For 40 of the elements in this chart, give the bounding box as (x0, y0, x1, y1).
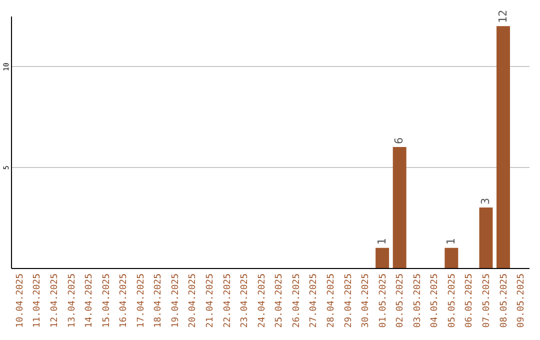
x-tick-label: 16.04.2025 (119, 274, 130, 328)
x-tick-label: 21.04.2025 (206, 274, 216, 328)
x-tick-label: 29.04.2025 (344, 274, 354, 328)
x-tick-label: 24.04.2025 (257, 274, 268, 328)
x-tick-label: 10.04.2025 (15, 274, 26, 328)
bar (392, 147, 406, 268)
x-tick-label: 30.04.2025 (361, 274, 372, 328)
x-tick-label: 01.05.2025 (378, 274, 388, 328)
x-tick-label: 07.05.2025 (482, 274, 492, 328)
x-tick-label: 03.05.2025 (412, 274, 423, 328)
x-tick-label: 04.05.2025 (430, 274, 440, 328)
data-label: 6 (392, 137, 406, 144)
bar (479, 208, 493, 268)
x-tick-label: 26.04.2025 (292, 274, 302, 328)
x-tick-label: 19.04.2025 (170, 274, 181, 328)
x-tick-label: 17.04.2025 (136, 274, 146, 328)
x-tick-label: 28.04.2025 (326, 274, 336, 328)
x-tick-label: 08.05.2025 (499, 274, 510, 328)
x-tick-label: 25.04.2025 (274, 274, 285, 328)
x-tick-label: 02.05.2025 (396, 274, 406, 328)
data-label: 12 (496, 10, 510, 24)
x-tick-label: 15.04.2025 (102, 274, 112, 328)
data-label: 1 (444, 238, 458, 245)
x-tick-label: 13.04.2025 (67, 274, 78, 328)
x-tick-label: 12.04.2025 (50, 274, 60, 328)
x-tick-label: 14.04.2025 (84, 274, 95, 328)
data-label: 1 (375, 238, 388, 245)
x-tick-label: 09.05.2025 (516, 274, 527, 328)
x-tick-label: 20.04.2025 (188, 274, 198, 328)
data-label: 3 (478, 198, 492, 205)
bar (496, 26, 510, 268)
x-tick-label: 22.04.2025 (222, 274, 233, 328)
x-tick-label: 27.04.2025 (309, 274, 320, 328)
bar (444, 248, 458, 268)
x-tick-label: 05.05.2025 (447, 274, 458, 328)
x-tick-label: 23.04.2025 (240, 274, 250, 328)
x-tick-label: 06.05.2025 (464, 274, 475, 328)
x-tick-label: 11.04.2025 (32, 274, 43, 328)
bar (376, 248, 390, 268)
x-tick-label: 18.04.2025 (154, 274, 164, 328)
